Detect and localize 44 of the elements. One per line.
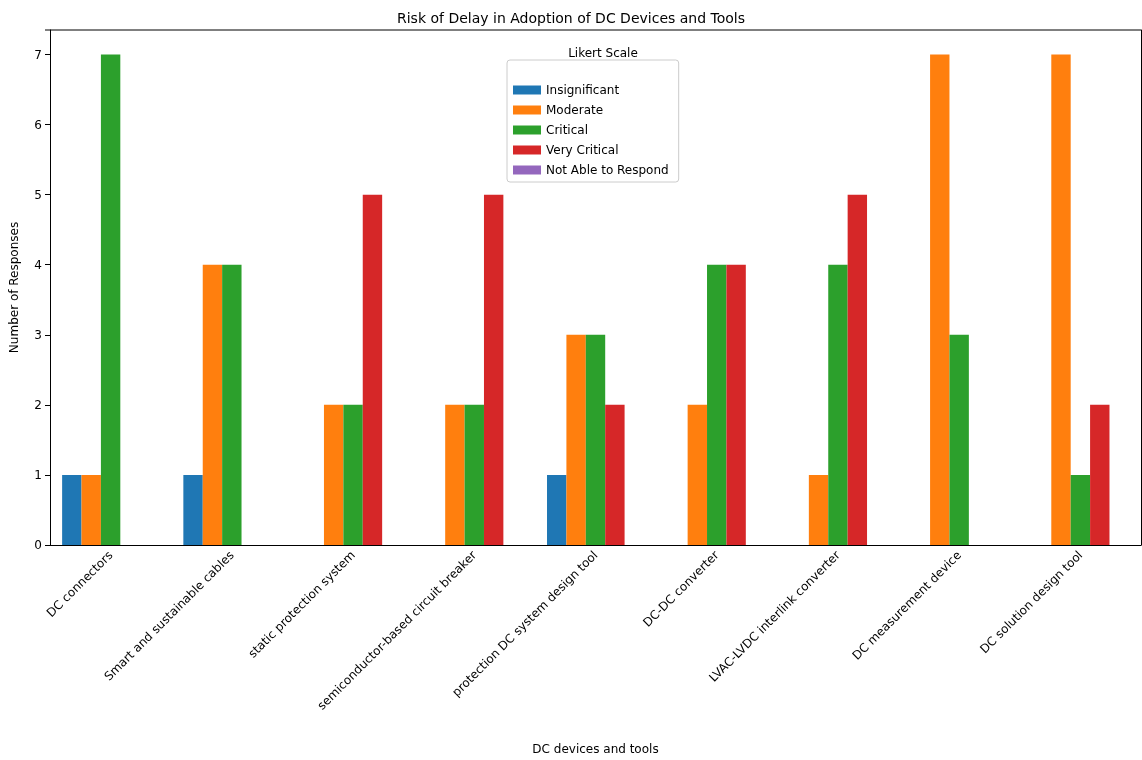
bar [707,264,727,545]
bar [343,404,363,545]
bar [81,474,101,545]
bar [847,194,868,545]
x-axis-title: DC devices and tools [532,742,659,756]
bar [1070,474,1091,545]
bar [483,194,504,545]
legend-label: Insignificant [546,83,620,97]
bar [464,404,484,545]
y-tick-label: 1 [34,467,42,482]
bar [202,264,223,545]
bar [1090,404,1110,545]
bar [585,334,606,545]
legend-label: Very Critical [546,143,619,157]
y-tick-label: 6 [34,117,42,132]
y-axis-title: Number of Responses [7,221,21,354]
bar [726,264,746,545]
bar [62,474,82,545]
bar [930,54,950,545]
chart-title: Risk of Delay in Adoption of DC Devices and Tools [396,10,746,26]
bar [100,54,121,545]
bar [949,334,969,545]
bar [547,474,567,545]
legend-label: Critical [546,123,588,137]
bar [687,404,708,545]
legend-title: Likert Scale [568,46,638,60]
y-tick-label: 5 [34,187,42,202]
y-tick-label: 3 [34,327,42,342]
y-tick-label: 7 [34,47,42,62]
bar [323,404,344,545]
bar [222,264,242,545]
bar [362,194,383,545]
bar [566,334,586,545]
y-tick-label: 4 [34,257,42,272]
bar [605,404,625,545]
legend-label: Not Able to Respond [546,163,669,177]
bar [183,474,203,545]
bar [808,474,829,545]
y-tick-label: 2 [34,397,42,412]
bar [828,264,848,545]
y-tick-label: 0 [34,538,42,552]
legend-label: Moderate [546,103,604,117]
bar [1051,54,1071,545]
bar [445,404,465,545]
